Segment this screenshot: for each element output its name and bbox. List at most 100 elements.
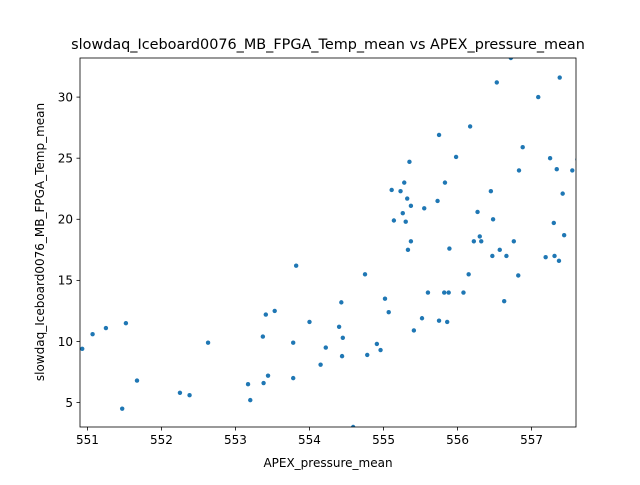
data-point [461,290,466,295]
data-point [488,188,494,194]
data-point [477,234,482,239]
data-point [552,253,557,259]
data-point [323,345,328,350]
data-point [307,319,312,325]
data-point [400,210,405,216]
data-point [398,188,403,194]
x-tick-label: 556 [446,433,469,447]
data-point [336,324,342,330]
data-point [177,390,183,395]
data-point [80,346,85,352]
data-point [490,217,496,222]
data-point [543,254,548,260]
data-point [391,218,397,223]
data-point [453,154,459,160]
data-point [248,397,253,403]
data-point [90,331,95,337]
data-point [382,296,388,301]
y-tick-label: 15 [58,274,73,288]
data-point [447,246,452,251]
data-point [103,325,109,331]
x-tick-label: 553 [224,433,247,447]
data-point [444,319,450,325]
data-point [403,219,408,224]
data-point [350,424,356,427]
points-layer [80,58,576,427]
data-point [291,375,296,381]
data-point [557,75,562,80]
data-point [570,168,575,173]
data-point [504,253,509,259]
x-axis-label: APEX_pressure_mean [263,456,392,470]
data-point [475,209,480,215]
data-point [402,180,407,185]
data-point [508,58,514,61]
data-point [436,318,442,323]
data-point [123,320,129,326]
plot-frame [79,57,577,428]
data-point [386,309,391,315]
data-point [245,382,251,387]
data-point [272,308,277,314]
y-tick-label: 5 [65,396,73,410]
data-point [407,159,412,165]
data-point [339,300,344,305]
data-point [467,124,473,129]
x-ticks: 551 552 553 554 555 556 557 [76,427,543,447]
data-point [389,187,394,193]
data-point [561,232,567,238]
x-tick-label: 555 [372,433,395,447]
data-point [365,352,370,358]
data-point [261,380,266,386]
data-point [291,340,296,345]
data-point [205,340,211,345]
data-point [497,247,502,253]
data-point [419,316,425,321]
y-tick-label: 30 [58,90,73,104]
x-tick-label: 551 [76,433,99,447]
data-point [490,253,495,259]
data-point [446,290,451,295]
data-point [411,328,417,333]
chart-title: slowdaq_Iceboard0076_MB_FPGA_Temp_mean v… [71,37,585,53]
data-point [560,191,565,196]
data-point [556,258,562,264]
data-point [263,312,269,317]
data-point [425,290,431,295]
data-point [422,206,427,211]
x-tick-label: 552 [150,433,173,447]
data-point [466,272,471,277]
data-point [293,263,299,268]
y-ticks: 5 10 15 20 25 30 [58,90,80,410]
y-tick-label: 10 [58,335,73,349]
data-point [187,393,192,398]
data-point [442,180,448,185]
data-point [408,239,414,244]
data-point [536,94,541,100]
data-point [134,378,140,383]
data-point [405,196,410,201]
data-point [471,239,477,244]
y-tick-label: 25 [58,151,73,165]
data-point [435,198,440,204]
data-point [511,239,517,244]
data-point [516,168,522,173]
data-point [554,166,559,172]
x-tick-label: 554 [298,433,321,447]
data-point [501,298,507,304]
data-point [339,353,345,359]
data-point [318,362,323,367]
x-tick-label: 557 [520,433,543,447]
data-point [374,341,380,347]
data-point [494,80,499,85]
data-point [405,247,411,253]
y-axis-label: slowdaq_Iceboard0076_MB_FPGA_Temp_mean [33,103,47,381]
data-point [516,273,521,278]
data-point [520,144,525,150]
data-point [547,155,553,161]
data-point [408,203,414,209]
data-point [265,373,271,378]
data-point [340,335,346,341]
